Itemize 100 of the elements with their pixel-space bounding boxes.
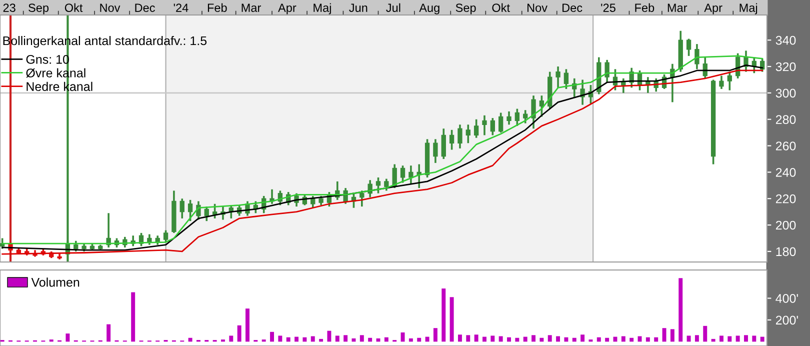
y-tick-label: 300 xyxy=(776,88,796,98)
bar xyxy=(360,335,364,342)
x-tick-label: Apr xyxy=(704,4,722,14)
bar xyxy=(131,292,136,342)
candlestick xyxy=(441,128,446,160)
candlestick xyxy=(556,66,560,89)
bar xyxy=(384,337,388,342)
bar xyxy=(246,308,250,342)
y-tick-label: 180 xyxy=(776,247,796,256)
candlestick xyxy=(727,70,732,92)
bar xyxy=(417,338,422,342)
y-tick-label: 220 xyxy=(776,194,796,204)
candlestick xyxy=(686,38,692,57)
x-tick-label: Sep xyxy=(28,4,49,14)
candlestick xyxy=(604,59,610,84)
bar xyxy=(498,336,503,342)
bar xyxy=(286,337,290,342)
bar xyxy=(548,335,552,342)
bar xyxy=(466,335,470,342)
candlestick xyxy=(188,199,193,222)
bar xyxy=(711,338,716,342)
bar xyxy=(678,278,683,342)
bar xyxy=(719,336,724,342)
candlestick xyxy=(180,198,184,220)
bar xyxy=(605,338,610,342)
candlestick xyxy=(106,212,111,248)
candlestick xyxy=(539,94,544,118)
bar xyxy=(408,338,413,342)
x-tick-label: Feb xyxy=(635,3,654,12)
x-tick-label: Sep xyxy=(456,4,476,14)
candlestick xyxy=(204,206,209,222)
bar xyxy=(572,338,576,342)
bar xyxy=(630,338,634,342)
x-tick-label: Aug xyxy=(419,4,440,14)
candlestick xyxy=(449,129,454,151)
bar xyxy=(474,334,478,342)
bar xyxy=(744,335,748,342)
bar xyxy=(106,324,111,342)
bar xyxy=(433,328,438,342)
candlestick xyxy=(719,74,724,90)
candlestick xyxy=(466,124,470,144)
x-tick-label: Mar xyxy=(668,4,688,12)
bar xyxy=(310,336,315,342)
bar xyxy=(368,338,372,342)
x-tick-label: 23 xyxy=(3,4,16,12)
bar xyxy=(588,339,593,342)
bar xyxy=(278,336,282,342)
candlestick xyxy=(74,240,78,252)
y-tick-label: 280 xyxy=(776,115,796,124)
candlestick xyxy=(408,164,414,185)
x-tick-label: Dec xyxy=(562,4,582,12)
bar xyxy=(532,335,536,342)
y-tick-label: 260 xyxy=(776,142,796,150)
bar xyxy=(760,336,764,342)
bar xyxy=(352,338,356,342)
x-tick-label: Maj xyxy=(314,3,331,14)
bar xyxy=(442,288,446,342)
candlestick xyxy=(621,77,626,94)
x-tick-label: Nov xyxy=(100,4,120,12)
bar xyxy=(580,334,585,342)
bar xyxy=(752,336,756,342)
candlestick xyxy=(360,190,364,208)
bar xyxy=(507,337,511,342)
candlestick xyxy=(498,112,504,134)
bar xyxy=(458,334,462,342)
bar xyxy=(482,336,486,342)
bar xyxy=(556,336,560,342)
candlestick xyxy=(694,43,700,70)
y-tick-label: 240 xyxy=(776,168,796,177)
bar xyxy=(613,336,618,342)
bar xyxy=(654,337,658,342)
bar xyxy=(66,334,70,342)
bar xyxy=(294,336,299,342)
x-tick-label: Jun xyxy=(349,4,368,12)
candlestick xyxy=(474,118,479,139)
candlestick xyxy=(523,109,528,124)
legend-label: Volumen xyxy=(31,278,80,287)
bar xyxy=(49,339,54,342)
x-tick-label: Mar xyxy=(242,4,261,12)
bar xyxy=(662,328,666,342)
bar xyxy=(596,337,601,342)
bar xyxy=(621,336,626,342)
x-tick-label: Apr xyxy=(278,4,296,14)
bar xyxy=(344,335,348,342)
bar xyxy=(728,336,732,342)
bar xyxy=(736,336,740,342)
x-tick-label: Maj xyxy=(740,3,758,14)
x-tick-label: Nov xyxy=(527,4,548,12)
bar xyxy=(188,338,192,342)
x-tick-label: Okt xyxy=(492,3,510,12)
candlestick xyxy=(318,195,324,206)
candlestick xyxy=(400,164,406,184)
candlestick xyxy=(384,178,389,192)
x-tick-label: Dec xyxy=(135,4,155,12)
x-tick-label: '24 xyxy=(174,4,188,12)
y-tick-label: 200' xyxy=(776,316,798,325)
bar xyxy=(262,339,266,342)
candlestick xyxy=(458,124,462,150)
bar xyxy=(515,338,520,342)
candlestick xyxy=(147,233,152,246)
